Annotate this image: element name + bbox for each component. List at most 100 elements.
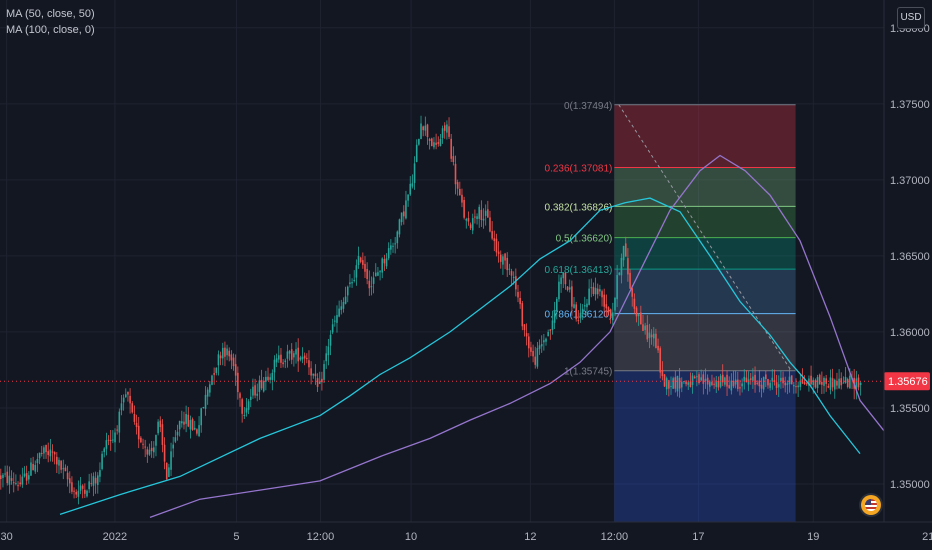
candle [510,268,513,286]
candle-body [728,385,730,389]
candle [349,274,351,288]
candle [730,373,733,395]
us-flag-icon[interactable] [861,495,881,515]
legend-ma-100[interactable]: MA (100, close, 0) [6,24,95,36]
currency-button[interactable]: USD [897,7,925,29]
candle-body [400,212,403,223]
candle-body [254,385,256,396]
candle-body [260,379,263,389]
candle [734,370,737,389]
candle [135,414,138,435]
time-tick-label: 21 [922,531,932,543]
candle [540,335,543,353]
candle [840,372,843,390]
candle [103,447,106,458]
candle-body [161,424,164,445]
candle [426,123,429,145]
candle-body [437,142,440,144]
candle [687,380,690,390]
candle-body [105,440,108,449]
candle-body [814,380,817,388]
candle-body [474,216,476,218]
candle-body [708,381,711,387]
fib-level-label: 0.382(1.36826) [545,202,613,213]
candle [314,364,317,385]
candle-body [189,420,192,430]
candle [368,270,371,296]
candle-body [415,144,418,162]
candle-body [482,218,485,221]
candle-body [510,271,513,276]
candle-body [579,312,582,319]
candle-body [497,251,500,255]
candle-body [196,429,198,434]
candle-body [131,403,134,413]
candle-body [303,355,306,359]
candle-body [536,348,539,367]
candle-body [842,382,845,384]
candle [398,218,401,238]
candle-body [467,218,470,222]
candle-body [592,286,595,294]
candle [8,466,11,494]
candle [338,300,340,318]
candle [258,375,261,400]
candle-body [275,358,278,363]
candle-body [206,389,209,397]
candle [312,373,315,379]
candle-body [217,354,220,366]
price-tick-label: 1.35000 [890,479,930,491]
candle-body [825,378,827,384]
candle-body [461,194,463,203]
candle [109,429,112,451]
candle-body [424,125,427,131]
fib-zone [614,237,796,270]
candle [584,296,586,311]
candle [32,456,34,471]
candle-body [185,414,187,424]
candle-body [659,348,662,373]
candle-body [51,451,54,453]
candle-body [534,356,537,365]
candle-body [8,475,11,485]
candle-body [590,287,593,289]
candle-body [124,394,127,398]
candle [786,380,789,395]
candle [668,379,670,397]
candle [443,122,446,139]
candle-body [827,386,830,388]
candle-body [172,444,174,449]
fib-zone [614,269,796,314]
candle [452,146,455,166]
candle-body [844,377,847,383]
candle [581,304,584,320]
candle [189,415,192,439]
candle-body [21,476,24,485]
candle [752,368,754,389]
candle-body [797,385,799,388]
legend-ma-50[interactable]: MA (50, close, 50) [6,8,95,20]
candle [495,233,498,257]
candle-body [211,375,213,385]
candle [829,369,832,395]
candle-body [129,395,131,404]
candle-body [262,381,265,392]
candle [239,391,241,407]
candle-body [312,373,315,376]
candle [411,174,414,189]
candle [262,376,265,393]
candle [821,371,823,395]
candle-body [504,253,506,261]
candle [271,369,274,391]
candle-body [293,353,295,358]
candle [609,308,612,324]
candle-body [506,257,509,271]
time-tick-label: 10 [405,531,417,543]
candle [265,370,267,391]
candle [814,378,817,389]
candle [775,374,778,395]
candle-body [633,298,636,309]
candle [237,366,239,400]
candle-body [96,475,99,485]
